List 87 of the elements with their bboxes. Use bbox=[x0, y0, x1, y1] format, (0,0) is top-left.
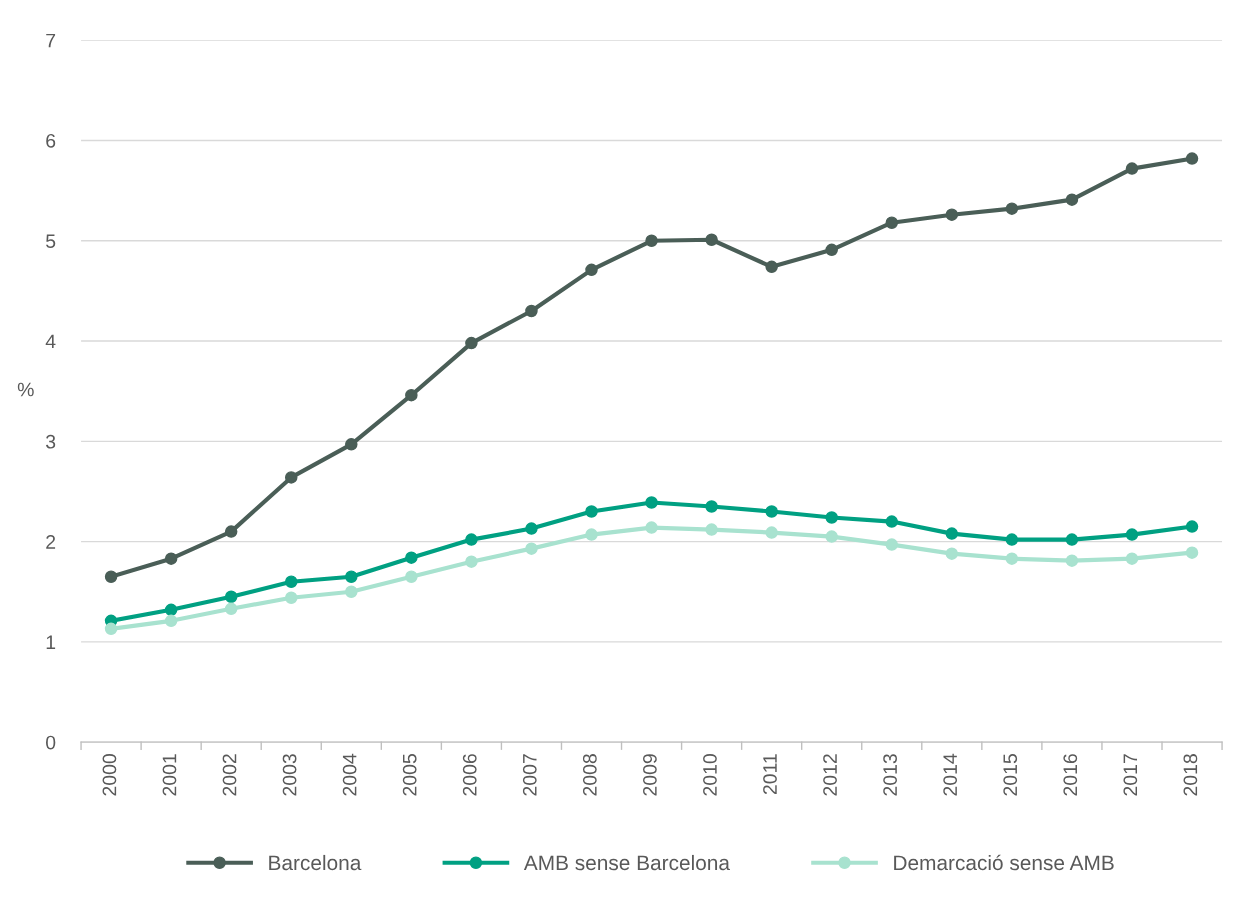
y-tick-label: 5 bbox=[46, 234, 56, 249]
x-tick-label: 2017 bbox=[1123, 754, 1138, 796]
x-tick-label: 2010 bbox=[703, 754, 717, 796]
x-tick-label: 2015 bbox=[1003, 754, 1018, 796]
point bbox=[164, 603, 178, 617]
point bbox=[945, 547, 959, 560]
point bbox=[345, 570, 358, 583]
point bbox=[1005, 533, 1019, 546]
point bbox=[465, 336, 478, 350]
point bbox=[885, 515, 899, 528]
legend-label: Demarcació sense AMB bbox=[894, 854, 1114, 871]
point bbox=[645, 496, 658, 509]
point bbox=[1065, 533, 1079, 546]
point bbox=[345, 438, 358, 451]
x-tick-label: 2013 bbox=[883, 754, 897, 796]
x-tick-label: 2007 bbox=[522, 754, 537, 796]
point bbox=[284, 471, 298, 484]
point bbox=[405, 388, 418, 402]
point bbox=[945, 208, 959, 221]
point bbox=[1125, 162, 1139, 175]
point bbox=[104, 570, 118, 583]
legend-label: AMB sense Barcelona bbox=[523, 854, 730, 871]
point bbox=[525, 522, 538, 535]
y-tick-label: 3 bbox=[45, 434, 56, 449]
point bbox=[525, 304, 538, 318]
x-tick-label: 2018 bbox=[1183, 754, 1198, 796]
point bbox=[705, 523, 718, 536]
point bbox=[645, 521, 658, 534]
point bbox=[585, 505, 598, 518]
x-tick-label: 2011 bbox=[763, 754, 777, 795]
point bbox=[885, 216, 899, 229]
y-tick-label: 6 bbox=[46, 133, 56, 148]
x-tick-label: 2004 bbox=[342, 753, 357, 796]
point bbox=[705, 500, 718, 513]
y-axis-title: % bbox=[17, 382, 34, 397]
x-tick-label: 2005 bbox=[402, 754, 417, 796]
y-tick-label: 1 bbox=[46, 635, 56, 649]
point bbox=[1125, 552, 1139, 565]
y-tick-label: 7 bbox=[46, 33, 56, 48]
point bbox=[525, 542, 538, 555]
y-tick-label: 4 bbox=[45, 334, 56, 349]
point bbox=[1065, 554, 1079, 567]
point bbox=[284, 575, 298, 588]
point bbox=[1185, 546, 1199, 559]
point bbox=[585, 263, 598, 277]
y-tick-label: 2 bbox=[46, 535, 56, 549]
point bbox=[224, 602, 238, 616]
point bbox=[1185, 520, 1199, 533]
legend-label: Barcelona bbox=[269, 854, 362, 871]
x-tick-label: 2006 bbox=[462, 754, 477, 796]
x-tick-label: 2016 bbox=[1063, 754, 1078, 796]
x-tick-label: 2002 bbox=[222, 754, 237, 796]
point bbox=[1005, 202, 1019, 215]
point bbox=[405, 570, 418, 583]
point bbox=[1185, 152, 1199, 165]
point bbox=[705, 233, 718, 247]
point bbox=[825, 511, 838, 524]
point bbox=[164, 552, 178, 565]
point bbox=[1005, 552, 1019, 565]
x-tick-label: 2000 bbox=[102, 754, 117, 796]
point bbox=[1065, 193, 1079, 206]
point bbox=[945, 527, 959, 540]
x-tick-label: 2012 bbox=[823, 754, 837, 796]
point bbox=[224, 590, 238, 604]
point bbox=[284, 591, 298, 605]
x-tick-label: 2009 bbox=[643, 754, 657, 796]
point bbox=[104, 622, 118, 636]
point bbox=[465, 533, 478, 546]
point bbox=[765, 260, 778, 274]
point bbox=[164, 614, 178, 628]
point bbox=[765, 526, 778, 539]
point bbox=[645, 234, 658, 248]
point bbox=[345, 585, 358, 599]
point bbox=[1125, 528, 1139, 541]
point bbox=[765, 505, 778, 518]
point bbox=[825, 243, 838, 257]
x-tick-label: 2003 bbox=[282, 754, 297, 796]
point bbox=[825, 530, 838, 543]
point bbox=[885, 538, 899, 551]
point bbox=[224, 525, 238, 538]
y-tick-label: 0 bbox=[46, 735, 56, 750]
point bbox=[465, 555, 478, 568]
x-tick-label: 2014 bbox=[943, 753, 958, 796]
point bbox=[585, 528, 598, 541]
x-tick-label: 2001 bbox=[162, 754, 177, 796]
point bbox=[405, 551, 418, 564]
x-tick-label: 2008 bbox=[582, 754, 597, 796]
